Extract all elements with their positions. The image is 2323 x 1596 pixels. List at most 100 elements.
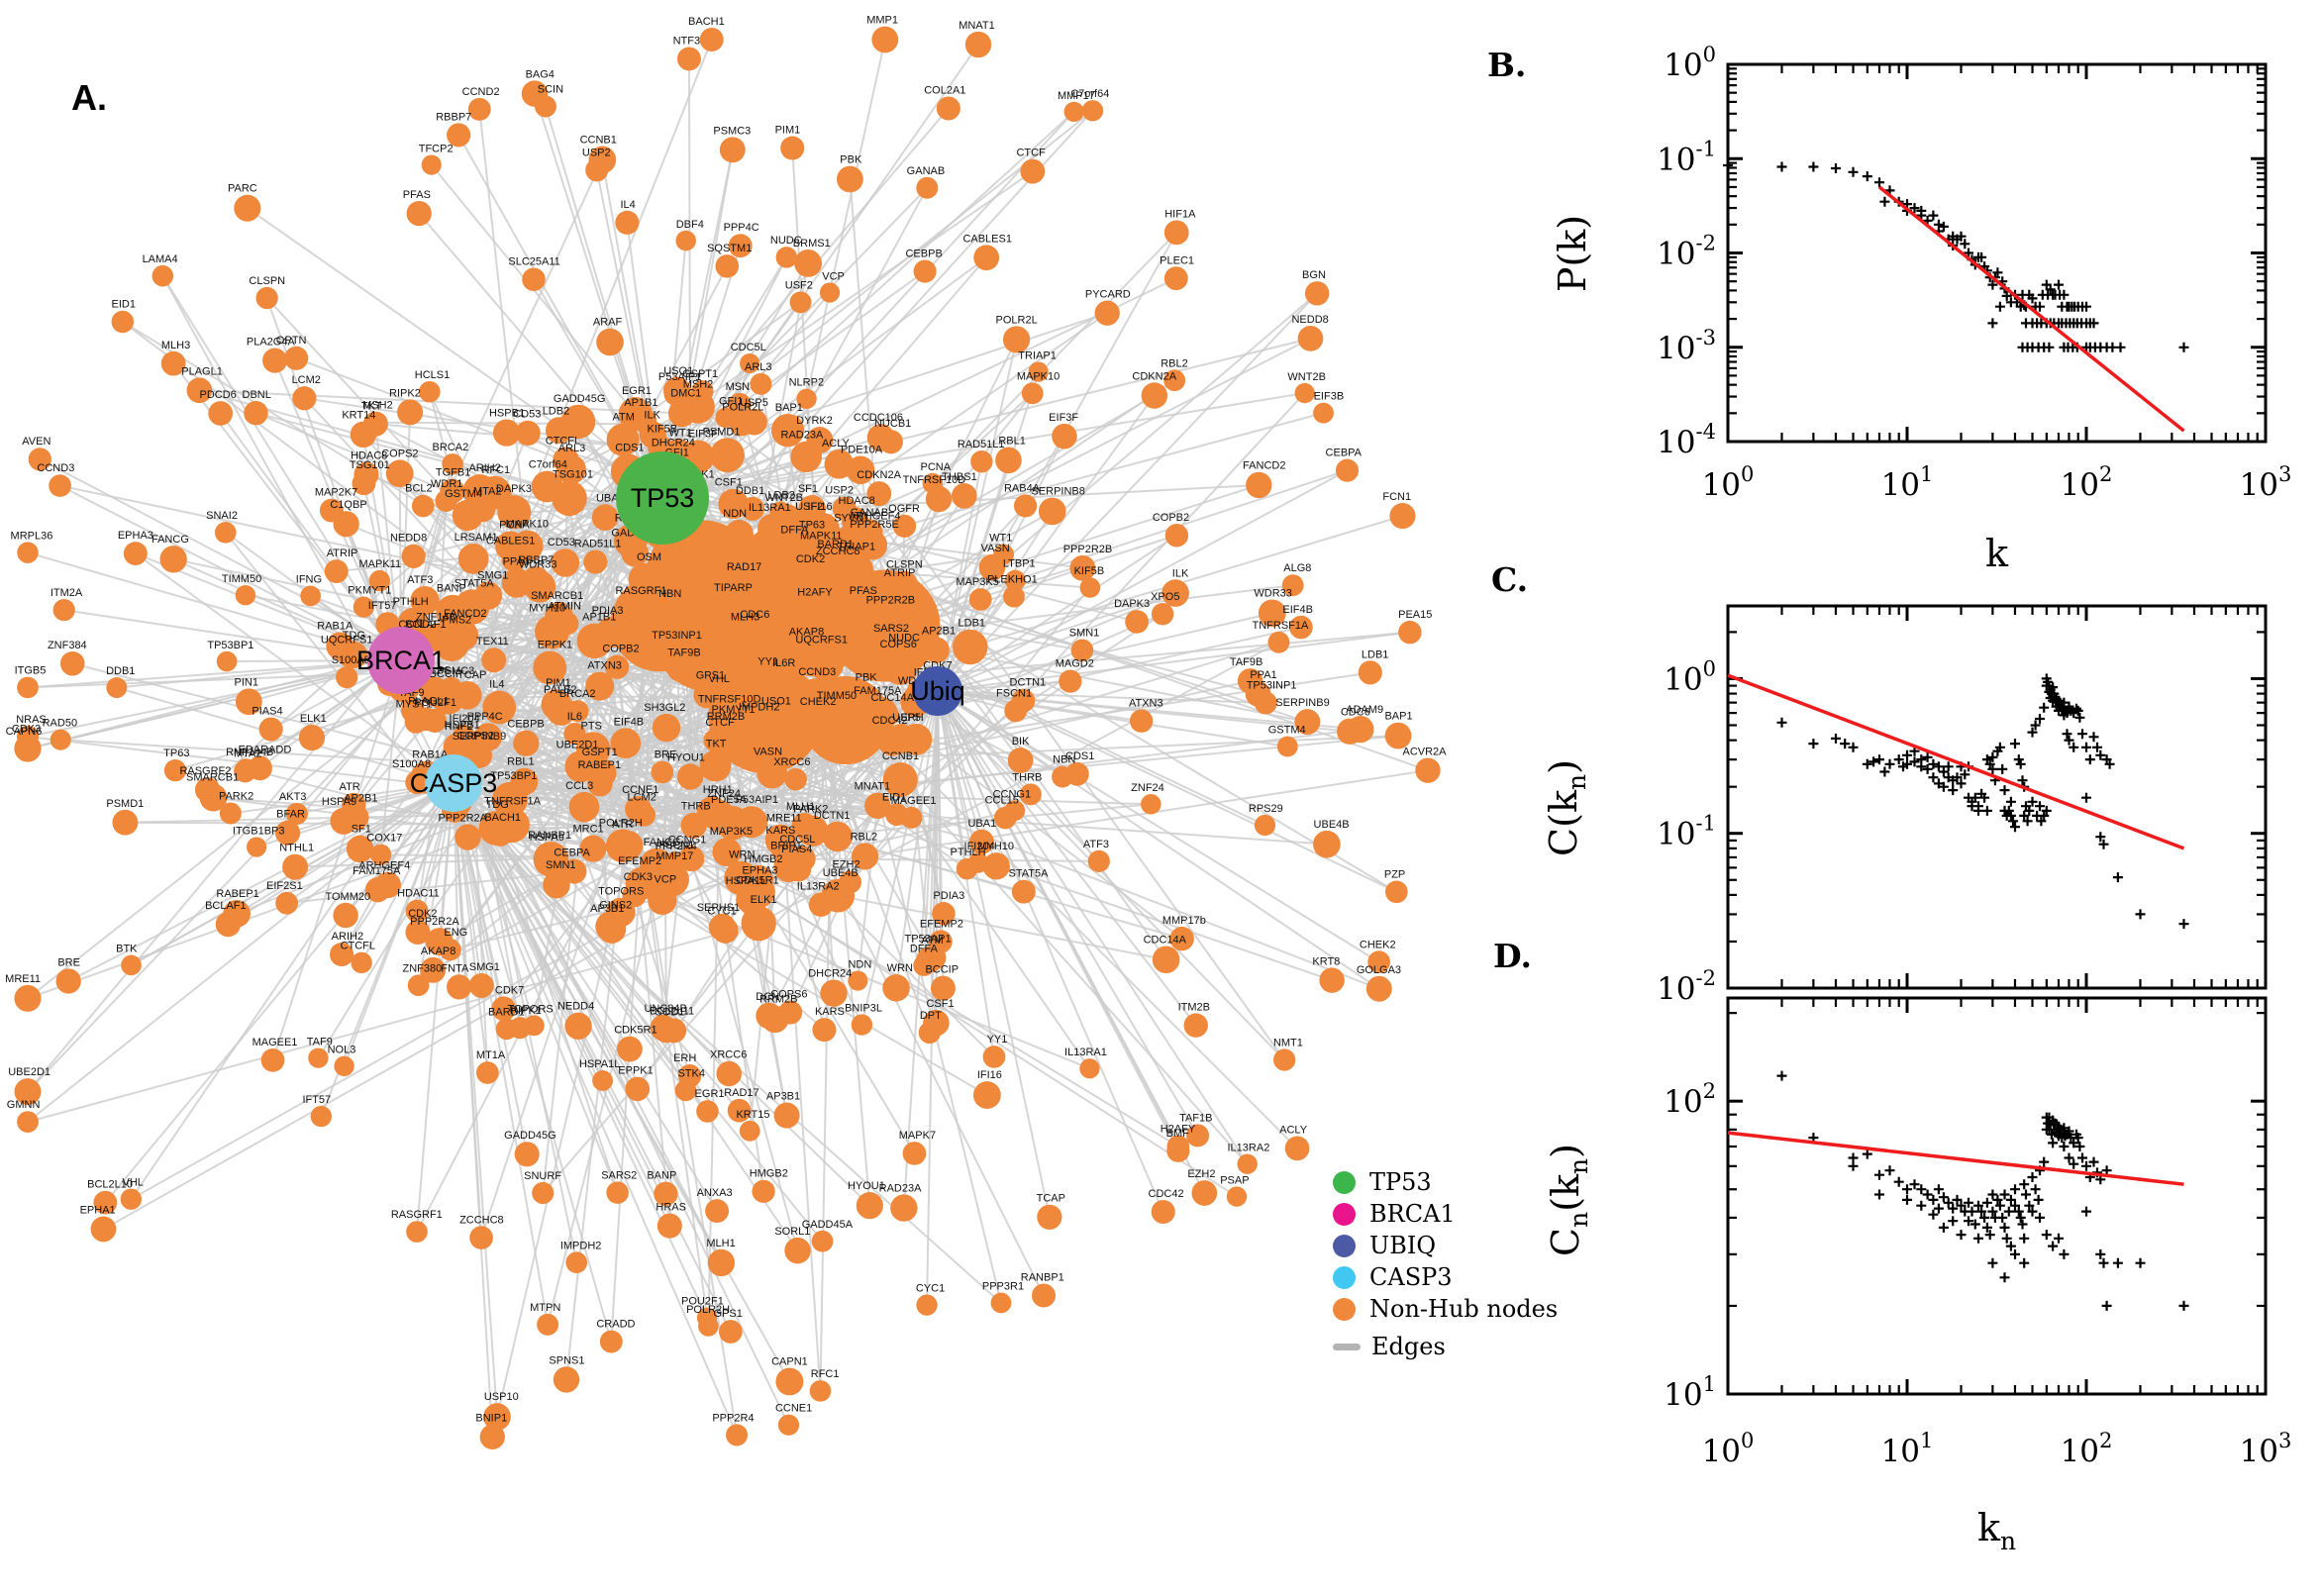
network-node bbox=[925, 485, 953, 513]
network-node-label: CDC5L bbox=[731, 342, 766, 353]
network-edge bbox=[59, 484, 541, 588]
tick-label: 10-2 bbox=[1657, 232, 1716, 272]
fit-line bbox=[1727, 673, 2185, 850]
network-node bbox=[365, 412, 386, 433]
network-node-label: PDIA3 bbox=[933, 890, 964, 902]
network-node-label: USF2 bbox=[795, 501, 823, 513]
network-node-label: NEDD4 bbox=[557, 1001, 594, 1013]
network-node bbox=[106, 677, 128, 698]
network-edge bbox=[495, 827, 1090, 1070]
network-node bbox=[1038, 497, 1066, 526]
network-node-label: GPS1 bbox=[696, 669, 725, 681]
panel-label-a: A. bbox=[71, 77, 107, 118]
network-node-label: SARS2 bbox=[873, 623, 909, 635]
network-node-label: SERPINB9 bbox=[1275, 697, 1329, 709]
network-node bbox=[811, 1230, 834, 1252]
network-node-label: MAGEE1 bbox=[252, 1037, 298, 1048]
network-node-label: MSH2 bbox=[683, 378, 714, 390]
network-node bbox=[856, 1192, 883, 1220]
network-node bbox=[1141, 382, 1168, 409]
network-node bbox=[17, 542, 39, 563]
network-node-label: PLAGL1 bbox=[408, 696, 450, 708]
network-node-label: UBE2D1 bbox=[8, 1066, 50, 1078]
network-node bbox=[1164, 524, 1189, 548]
network-edge bbox=[838, 894, 1166, 961]
network-node bbox=[406, 200, 432, 227]
network-node bbox=[475, 1061, 499, 1084]
network-node bbox=[719, 1320, 743, 1344]
tick-label: 100 bbox=[1702, 1429, 1755, 1469]
network-node-label: VHL bbox=[709, 673, 730, 685]
network-node-label: CLSPN bbox=[249, 275, 285, 287]
network-node bbox=[112, 809, 139, 836]
network-node-label: EIF2S1 bbox=[266, 880, 303, 892]
legend-dot-ubiq bbox=[1333, 1234, 1356, 1257]
network-node-label: MNAT1 bbox=[959, 20, 994, 32]
network-node-label: CCND2 bbox=[462, 86, 500, 98]
network-node bbox=[1031, 1283, 1057, 1308]
network-node-label: RASGRF1 bbox=[615, 585, 666, 597]
network-node-label: CDKN2A bbox=[857, 469, 901, 481]
network-node-label: ZNF24 bbox=[1131, 782, 1164, 794]
network-node-label: NBN bbox=[658, 588, 681, 600]
network-node-label: POLR2H bbox=[686, 1304, 730, 1316]
network-node bbox=[1063, 101, 1084, 123]
network-node bbox=[1094, 300, 1120, 326]
network-node bbox=[1281, 574, 1304, 597]
network-node bbox=[1141, 793, 1162, 815]
network-node-label: HYOU1 bbox=[667, 751, 705, 763]
network-node bbox=[501, 567, 532, 598]
network-node-label: FAM175A bbox=[353, 865, 401, 877]
network-node-label: USP5 bbox=[892, 712, 921, 724]
network-node bbox=[543, 871, 570, 899]
network-node bbox=[1087, 849, 1110, 873]
network-node-label: EIF3F bbox=[688, 428, 718, 440]
network-node-label: MAPK7 bbox=[899, 1130, 936, 1142]
network-node bbox=[353, 596, 374, 618]
network-node-label: BRCA2 bbox=[433, 442, 469, 453]
network-edge bbox=[513, 511, 646, 580]
network-node-label: TNFRSF10D bbox=[903, 474, 966, 486]
network-node-label: PPP2R2B bbox=[1063, 544, 1113, 555]
network-node bbox=[1152, 946, 1180, 974]
tick-label: 10-3 bbox=[1657, 326, 1716, 366]
network-node-label: IL13RA2 bbox=[1228, 1143, 1270, 1154]
network-node-label: GPS1 bbox=[713, 1308, 742, 1320]
network-node-label: PYCARD bbox=[1085, 288, 1131, 300]
network-node-label: RBL2 bbox=[1161, 357, 1188, 369]
network-node-label: COX17 bbox=[366, 833, 402, 845]
network-node bbox=[1289, 615, 1313, 640]
network-node bbox=[385, 459, 414, 488]
network-node-label: CCND3 bbox=[37, 462, 74, 474]
network-node-label: PSMC3 bbox=[437, 665, 474, 677]
network-node-label: CDS1 bbox=[615, 443, 644, 454]
network-node-label: ARIH2 bbox=[332, 931, 363, 943]
network-node-label: AKAP8 bbox=[421, 946, 455, 957]
network-node-label: FANCD2 bbox=[1243, 460, 1285, 472]
network-node bbox=[324, 559, 349, 584]
network-node-label: GANAB bbox=[907, 165, 946, 177]
network-node-label: CHEK2 bbox=[800, 696, 837, 708]
network-node-label: MAPK10 bbox=[1017, 370, 1060, 382]
panel-label-b: B. bbox=[1487, 46, 1527, 84]
network-node bbox=[764, 824, 797, 856]
network-node-label: RAD17 bbox=[724, 1087, 758, 1099]
network-node bbox=[1313, 830, 1341, 858]
network-node-label: CCNB1 bbox=[580, 135, 617, 147]
tick-label: 102 bbox=[2061, 1429, 2113, 1469]
network-node-label: COPS2 bbox=[457, 731, 494, 743]
network-node-label: WRN bbox=[887, 962, 913, 974]
network-node-label: THRB bbox=[681, 801, 711, 813]
network-node bbox=[1070, 639, 1094, 662]
network-edge bbox=[782, 849, 822, 1391]
network-node bbox=[777, 1414, 800, 1436]
network-node-label: TDG bbox=[343, 630, 365, 642]
network-node-label: IL13RA2 bbox=[797, 880, 840, 892]
network-node-label: KIF5B bbox=[1074, 565, 1105, 577]
network-node-label: XPO5 bbox=[1151, 591, 1179, 603]
panel-d: 102 101 100 101 102 103 Cn​(kn​) kn​ bbox=[1544, 996, 2291, 1555]
network-node-label: C7orf64 bbox=[1070, 88, 1109, 100]
network-node-label: IFNG bbox=[296, 574, 322, 586]
network-node-label: USP5 bbox=[740, 397, 768, 409]
network-node bbox=[633, 409, 657, 434]
